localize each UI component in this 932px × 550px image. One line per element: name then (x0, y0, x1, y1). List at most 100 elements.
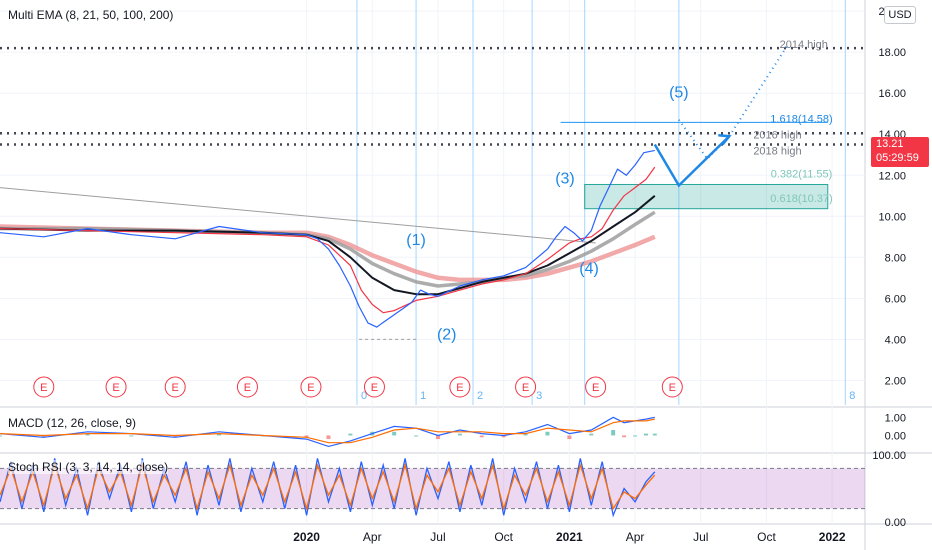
time-tick-label: Oct (494, 530, 513, 544)
level-label: 2016 high (753, 129, 801, 141)
earnings-marker-label: E (592, 382, 599, 394)
level-label: 0.618(10.37) (770, 193, 832, 205)
elliott-wave-label: (5) (669, 84, 689, 101)
macd-histogram-bar (0, 435, 2, 437)
bar-countdown: 05:29:59 (876, 152, 919, 164)
currency-button[interactable]: USD (884, 6, 916, 24)
ema-indicator-title[interactable]: Multi EMA (8, 21, 50, 100, 200) (8, 8, 174, 22)
macd-histogram-bar (545, 431, 550, 436)
trend-line (0, 187, 596, 244)
stoch-rsi-indicator-title[interactable]: Stoch RSI (3, 3, 14, 14, close) (8, 460, 169, 474)
macd-histogram-bar (479, 435, 484, 438)
elliott-wave-label: (3) (555, 170, 575, 187)
time-tick-label: 2020 (293, 530, 320, 544)
cycle-marker-label: 2 (477, 390, 483, 402)
earnings-marker-label: E (112, 382, 119, 394)
price-tick-label: 2.00 (885, 375, 906, 387)
macd-histogram-bar (589, 433, 594, 436)
fib-zone (584, 183, 829, 210)
earnings-marker[interactable] (515, 376, 537, 398)
earnings-marker[interactable] (449, 376, 471, 398)
earnings-marker[interactable] (164, 376, 186, 398)
price-tick-label: 12.00 (878, 170, 906, 182)
macd-histogram-bar (644, 433, 649, 436)
stoch-rsi-tick-label: 100.00 (872, 450, 906, 462)
stoch-rsi-tick-label: 0.00 (885, 517, 906, 529)
earnings-marker-label: E (40, 382, 47, 394)
macd-histogram-bar (652, 433, 657, 436)
earnings-marker[interactable] (105, 376, 127, 398)
vertical-marks-layer: 0 1 2 3 8 (356, 0, 855, 405)
macd-histogram-bar (567, 435, 572, 440)
stoch-rsi-band (0, 468, 865, 509)
earnings-marker-label: E (244, 382, 251, 394)
last-price-tag: 13.21 05:29:59 (871, 137, 929, 167)
macd-line (0, 416, 655, 448)
earnings-marker-label: E (669, 382, 676, 394)
earnings-marker-label: E (172, 382, 179, 394)
earnings-marker[interactable] (300, 376, 322, 398)
time-tick-label: Oct (757, 530, 776, 544)
annotation-layer: (1) (2) (3) (4) (5) 2014 high 2016 high 2018 hi… (406, 39, 832, 343)
time-tick-label: Apr (363, 530, 382, 544)
level-label: 0.382(11.55) (771, 168, 833, 180)
macd-histogram-bar (501, 435, 506, 438)
earnings-marker[interactable] (236, 376, 258, 398)
level-label: 1.618(14.58) (770, 113, 832, 125)
macd-tick-label: 1.00 (885, 412, 906, 424)
horizontal-levels-layer (0, 46, 865, 340)
fibonacci-layer (560, 121, 829, 210)
earnings-marker-label: E (522, 382, 529, 394)
macd-histogram-bar (392, 431, 397, 436)
macd-histogram-bar (622, 435, 627, 438)
earnings-marker[interactable] (585, 376, 607, 398)
macd-indicator-title[interactable]: MACD (12, 26, close, 9) (8, 416, 137, 430)
price-tick-label: 4.00 (885, 334, 906, 346)
macd-histogram-bar (414, 435, 419, 437)
ema-line (0, 166, 656, 314)
macd-histogram-bar (435, 435, 440, 440)
macd-histogram-bar (326, 435, 331, 440)
level-label: 2018 high (753, 146, 801, 158)
last-price-value: 13.21 (876, 138, 904, 150)
price-tick-label: 6.00 (885, 293, 906, 305)
cycle-marker-label: 3 (536, 390, 542, 402)
earnings-marker[interactable] (363, 376, 385, 398)
macd-line (0, 418, 655, 444)
cycle-marker-label: 0 (361, 390, 367, 402)
projection-layer (653, 43, 790, 188)
cycle-marker-label: 8 (849, 390, 855, 402)
elliott-wave-label: (1) (406, 232, 426, 249)
macd-histogram-bar (216, 433, 221, 436)
macd-histogram-bar (173, 435, 178, 438)
axis-layer: 20.0018.0016.0014.0012.0010.008.006.004.… (293, 6, 906, 544)
time-tick-label: Jul (430, 530, 445, 544)
macd-pane (0, 416, 657, 448)
macd-histogram-bar (523, 433, 528, 436)
price-tick-label: 10.00 (878, 211, 906, 223)
time-tick-label: 2022 (819, 530, 846, 544)
cycle-marker-label: 1 (420, 390, 426, 402)
projection-arrowhead (718, 134, 732, 146)
macd-histogram-bar (129, 435, 134, 437)
macd-histogram-bar (611, 430, 616, 436)
macd-histogram-bar (633, 435, 638, 437)
projected-wave-path (653, 135, 731, 188)
earnings-marker[interactable] (33, 376, 55, 398)
macd-histogram-bar (304, 435, 309, 438)
macd-histogram-bar (85, 433, 90, 436)
price-tick-label: 16.00 (878, 88, 906, 100)
time-tick-label: 2021 (556, 530, 583, 544)
stoch-rsi-pane (0, 458, 865, 518)
earnings-marker-label: E (307, 382, 314, 394)
macd-histogram-bar (41, 435, 46, 438)
stoch-rsi-line (0, 462, 656, 512)
earnings-marker[interactable] (661, 376, 683, 398)
time-tick-label: Apr (626, 530, 645, 544)
macd-histogram-bar (457, 433, 462, 436)
elliott-wave-label: (4) (579, 261, 599, 278)
